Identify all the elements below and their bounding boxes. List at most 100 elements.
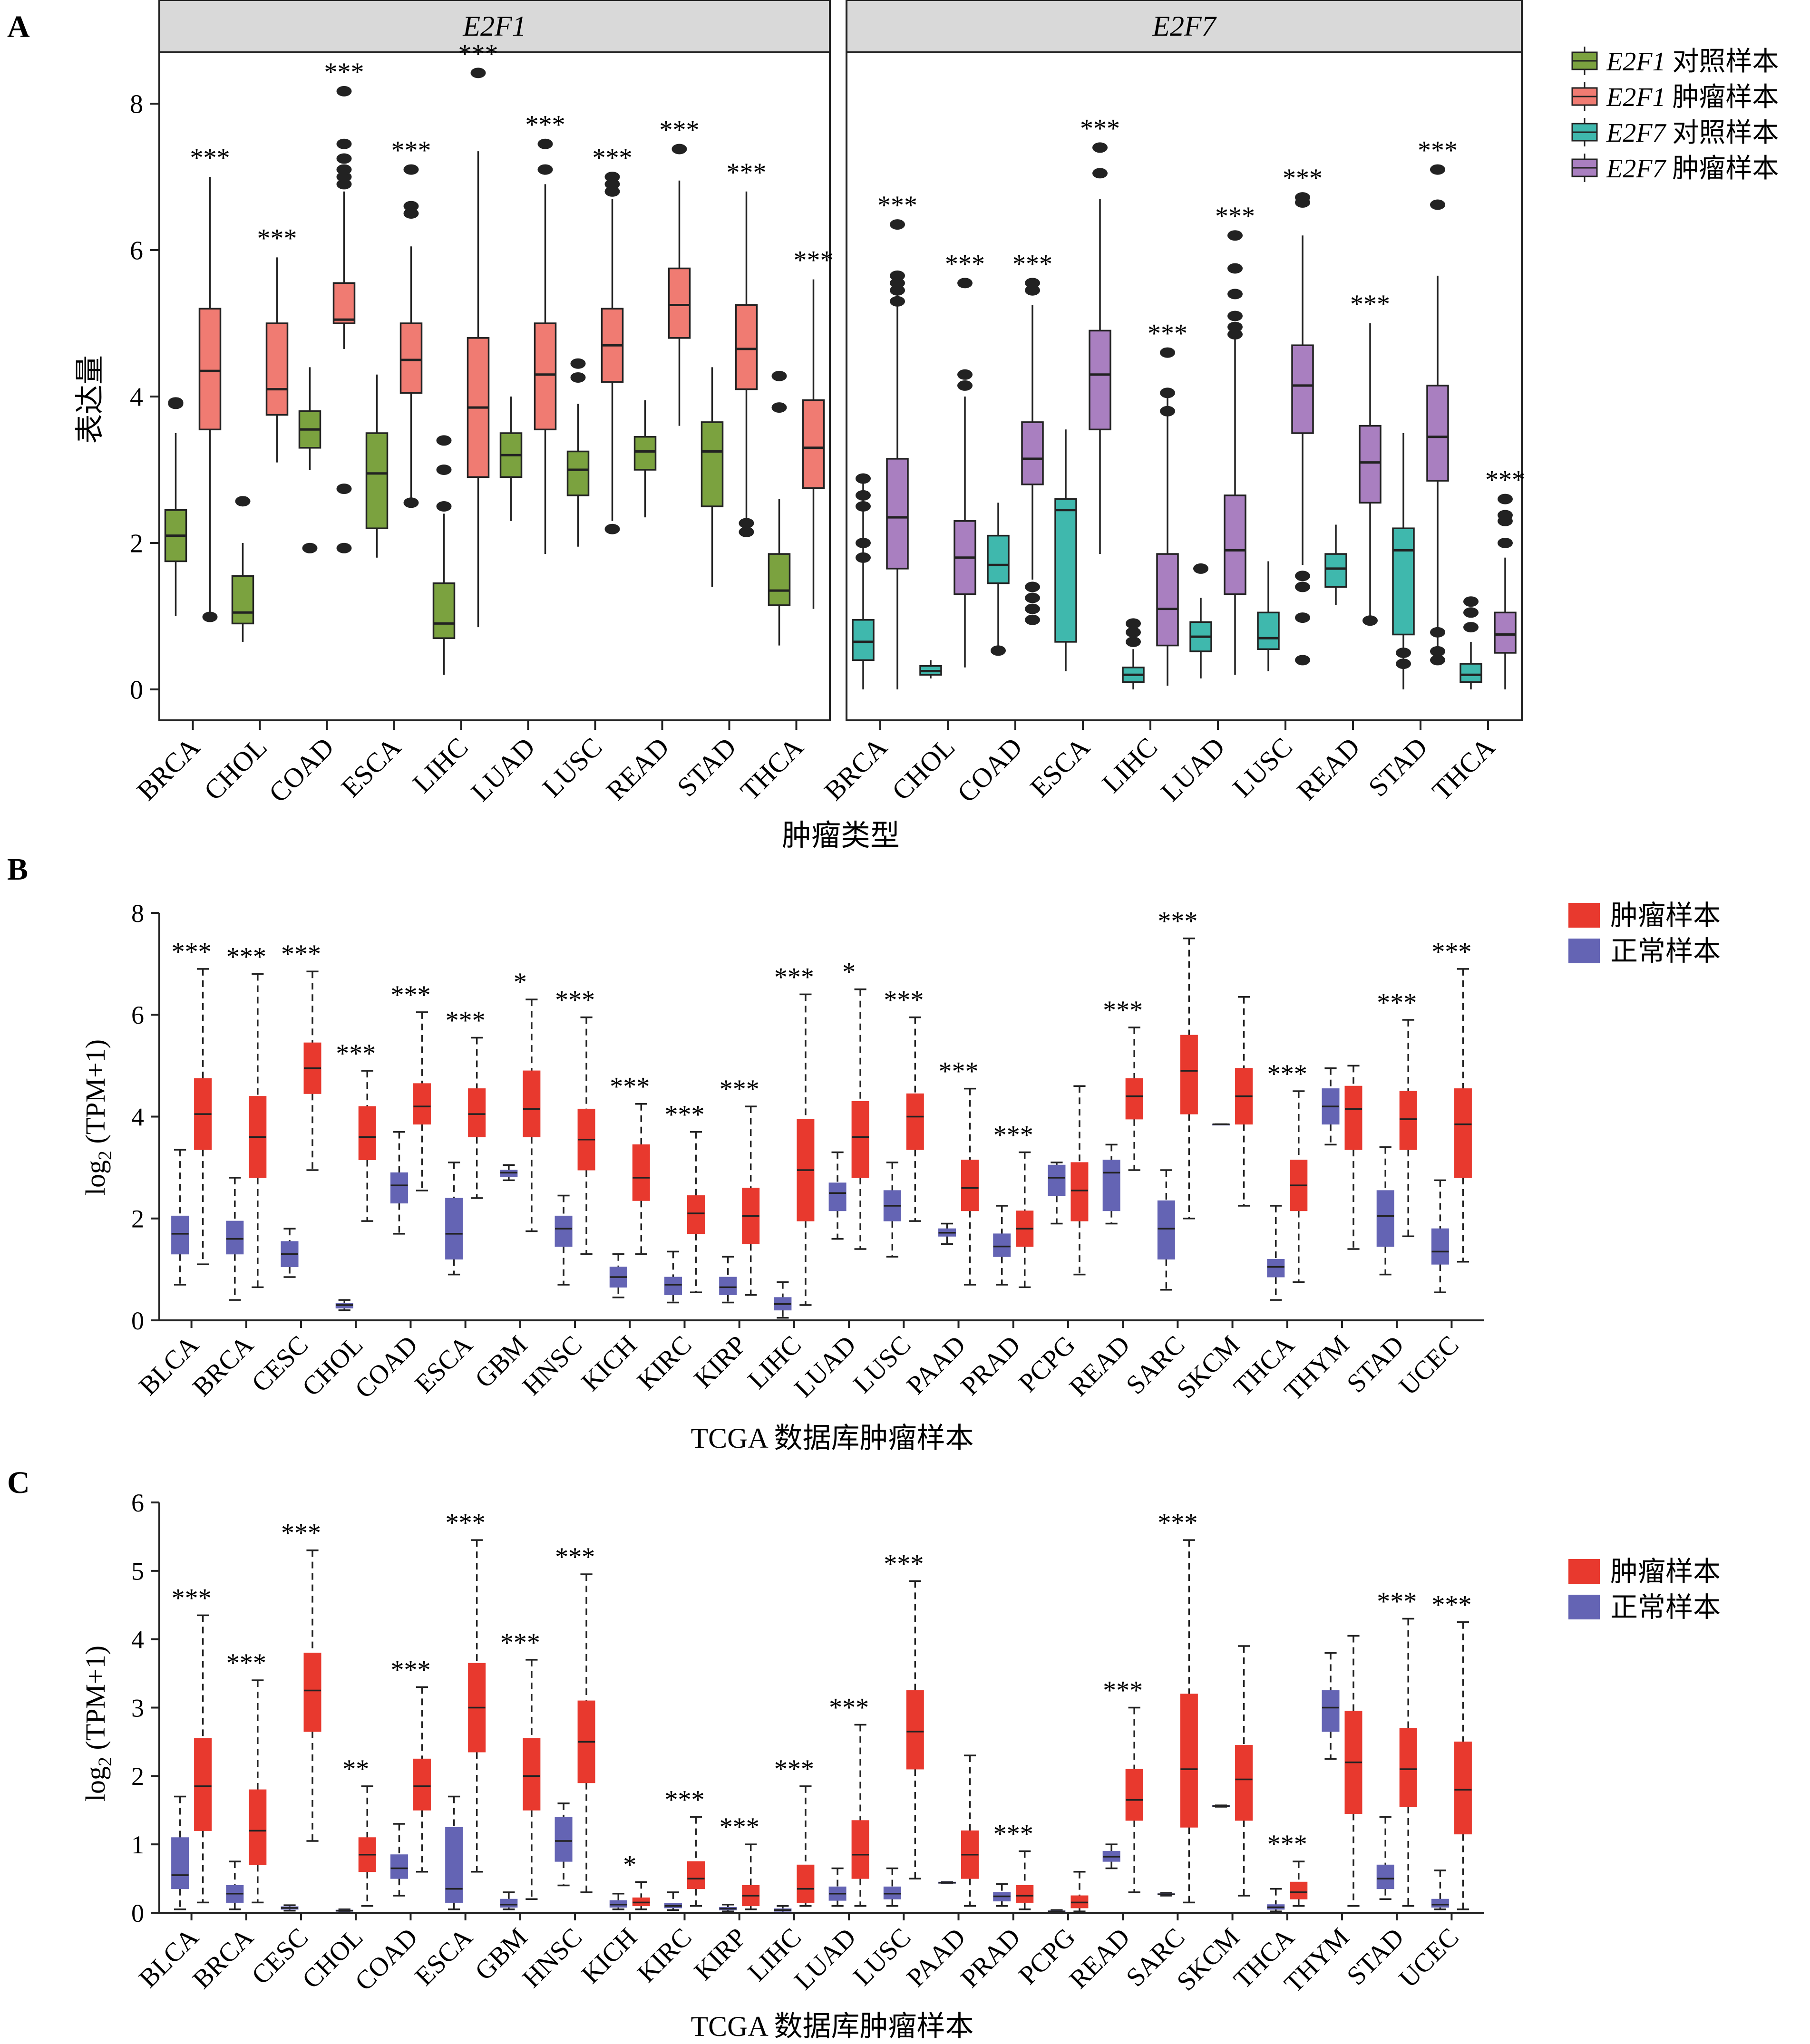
c-group-HNSC: *** <box>555 1542 595 1893</box>
b-significance-THCA: *** <box>1267 1059 1307 1089</box>
legend-a-item-0: E2F1 对照样本 <box>1571 47 1779 77</box>
e2f1-control-outlier-LUSC-0 <box>570 372 586 383</box>
c-significance-LIHC: *** <box>774 1754 814 1784</box>
e2f7-tumor-outlier-LIHC-2 <box>1160 347 1175 358</box>
b-tumor-PAAD-box <box>961 1160 979 1211</box>
c-y-tick-label-0: 0 <box>131 1899 144 1928</box>
c-tumor-LIHC-box <box>797 1864 815 1903</box>
e2f1-control-outlier-LIHC-1 <box>436 465 452 475</box>
e2f7-tumor-outlier-BRCA-4 <box>890 219 905 230</box>
e2f7-tumor-outlier-BRCA-2 <box>890 278 905 289</box>
e2f1-tumor-LUAD-box <box>534 322 557 431</box>
e2f1-tumor-outlier-COAD-5 <box>336 153 352 164</box>
e2f7-control-THCA-box <box>1460 663 1482 683</box>
e2f7-tumor-outlier-LIHC-0 <box>1160 406 1175 417</box>
b-y-tick-label-1: 2 <box>131 1205 144 1233</box>
c-legend-label-0: 肿瘤样本 <box>1610 1556 1721 1587</box>
c-tumor-STAD-box <box>1399 1728 1417 1807</box>
e2f7-control-STAD-box <box>1392 527 1415 636</box>
e2f7-group-LUSC: *** <box>1257 164 1323 671</box>
e2f7-tumor-outlier-CHOL-1 <box>957 369 973 380</box>
b-x-label-LUSC: LUSC <box>847 1330 916 1399</box>
b-x-label-BLCA: BLCA <box>133 1330 204 1401</box>
b-normal-BRCA-box <box>226 1221 244 1255</box>
c-x-label-HNSC: HNSC <box>517 1922 588 1993</box>
b-legend-label-0: 肿瘤样本 <box>1610 900 1721 931</box>
e2f1-tumor-outlier-LUSC-0 <box>604 523 620 534</box>
b-x-label-KIRC: KIRC <box>632 1330 697 1395</box>
b-group-KIRP: *** <box>719 1075 760 1304</box>
b-legend-item-1: 正常样本 <box>1568 936 1721 967</box>
c-group-KIRC: *** <box>664 1785 705 1911</box>
b-x-label-PAAD: PAAD <box>901 1330 972 1400</box>
c-x-label-BRCA: BRCA <box>187 1922 259 1995</box>
e2f7-control-outlier-BRCA-3 <box>856 490 871 501</box>
y-a-tick-label-2: 4 <box>130 383 143 412</box>
c-tumor-UCEC-box <box>1454 1741 1472 1835</box>
c-tumor-GBM-box <box>523 1738 541 1811</box>
c-group-KIRP: *** <box>719 1812 760 1912</box>
legend-a-gene-2: E2F7 <box>1606 118 1672 148</box>
b-significance-BRCA: *** <box>226 942 266 972</box>
y-axis-title-c: log2 (TPM+1) <box>80 1646 116 1802</box>
c-legend-swatch-0 <box>1568 1559 1600 1584</box>
e2f1-group-LIHC: *** <box>432 39 498 675</box>
e2f7-tumor-outlier-THCA-0 <box>1498 538 1513 548</box>
b-group-PAAD: *** <box>938 1057 979 1286</box>
e2f7-tumor-outlier-READ-0 <box>1362 615 1378 626</box>
c-normal-UCEC-box <box>1431 1899 1449 1908</box>
b-group-LUSC: *** <box>883 986 924 1258</box>
b-normal-READ-box <box>1102 1160 1120 1211</box>
e2f7-control-outlier-THCA-1 <box>1463 607 1479 618</box>
y-axis-a: 0 2 4 6 8 <box>130 90 159 705</box>
e2f1-control-LIHC-box <box>432 582 456 639</box>
b-legend-item-0: 肿瘤样本 <box>1568 900 1721 931</box>
x-axis-title-c: TCGA 数据库肿瘤样本 <box>691 2011 973 2042</box>
e2f7-significance-READ: *** <box>1350 290 1390 319</box>
e2f1-group-LUSC: *** <box>566 143 633 547</box>
c-group-THCA: *** <box>1267 1830 1308 1912</box>
e2f1-control-outlier-LUSC-1 <box>570 358 586 369</box>
e2f1-tumor-outlier-LUAD-0 <box>537 164 553 175</box>
c-significance-PRAD: *** <box>993 1820 1033 1849</box>
e2f7-control-outlier-BRCA-4 <box>856 473 871 484</box>
b-significance-STAD: *** <box>1377 988 1417 1017</box>
e2f1-significance-LIHC: *** <box>458 39 498 68</box>
b-group-THYM <box>1322 1065 1362 1250</box>
x-axis-title-b: TCGA 数据库肿瘤样本 <box>691 1423 973 1454</box>
c-x-label-PAAD: PAAD <box>901 1922 972 1993</box>
e2f7-group-ESCA: *** <box>1054 114 1120 671</box>
c-significance-SARC: *** <box>1158 1508 1197 1538</box>
c-x-label-LUSC: LUSC <box>847 1922 916 1991</box>
c-tumor-BLCA-box <box>194 1738 212 1831</box>
e2f7-x-label-COAD: COAD <box>951 731 1028 808</box>
e2f7-group-LUAD: *** <box>1189 202 1255 678</box>
e2f7-group-CHOL: *** <box>919 249 985 678</box>
c-significance-BRCA: *** <box>226 1648 266 1678</box>
b-group-KIRC: *** <box>664 1100 705 1304</box>
y-axis-title-a: 表达量 <box>74 355 107 444</box>
c-tumor-LUSC-box <box>906 1690 924 1770</box>
e2f1-tumor-outlier-LUAD-1 <box>537 138 553 149</box>
e2f7-tumor-COAD-box <box>1021 421 1044 485</box>
e2f1-tumor-THCA-box <box>802 399 825 489</box>
b-significance-SARC: *** <box>1158 907 1197 936</box>
e2f7-tumor-outlier-STAD-4 <box>1430 164 1445 175</box>
e2f1-significance-THCA: *** <box>794 246 834 275</box>
boxes-b: *** *** **************************** ******… <box>171 907 1472 1319</box>
c-normal-COAD-box <box>390 1854 408 1879</box>
legend-a-text-3: E2F7 肿瘤样本 <box>1606 154 1779 184</box>
e2f1-tumor-CHOL-box <box>265 322 289 416</box>
e2f7-x-label-LUSC: LUSC <box>1226 731 1298 803</box>
e2f1-tumor-READ-box <box>668 267 691 339</box>
c-group-PAAD <box>938 1754 979 1907</box>
e2f1-control-READ-box <box>633 436 657 471</box>
e2f7-control-ESCA-box <box>1054 498 1077 643</box>
c-normal-ESCA-box <box>445 1827 463 1903</box>
e2f7-control-outlier-STAD-0 <box>1396 659 1411 669</box>
b-tumor-GBM-box <box>523 1070 541 1137</box>
e2f7-x-label-LIHC: LIHC <box>1096 731 1164 799</box>
e2f7-control-outlier-THCA-2 <box>1463 596 1479 607</box>
b-group-SARC: *** <box>1157 907 1198 1291</box>
